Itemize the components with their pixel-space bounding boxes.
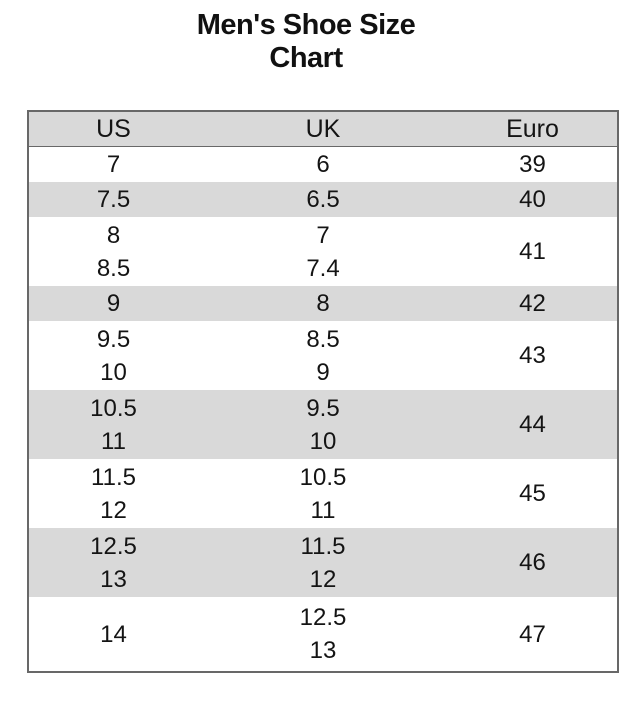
us-value: 11.5 [91,463,136,491]
uk-value: 13 [309,637,337,664]
page-title-line-2: Chart [269,42,343,74]
column-header-euro: Euro [448,111,618,147]
us-value: 10 [100,358,127,386]
euro-cell: 46 [448,528,618,597]
table-row-euro-40: 7.5 6.5 40 [28,182,618,217]
us-value: 7.5 [96,186,131,213]
uk-cell: 12.5 13 [198,597,448,672]
uk-cell: 10.5 11 [198,459,448,528]
table-row-euro-47: 14 12.5 13 47 [28,597,618,672]
euro-cell: 41 [448,217,618,286]
euro-value: 46 [519,549,546,576]
uk-value: 11 [310,496,336,524]
us-value: 11 [101,427,126,455]
us-value: 8 [106,221,121,249]
header-row: US UK Euro [28,111,618,147]
euro-cell: 40 [448,182,618,217]
euro-cell: 39 [448,146,618,182]
euro-value: 45 [519,480,546,507]
uk-cell: 9.5 10 [198,390,448,459]
us-cell: 14 [28,597,198,672]
uk-value: 10.5 [299,463,347,491]
us-value: 13 [100,565,127,593]
page-title-line-1: Men's Shoe Size [196,9,416,41]
uk-value: 11.5 [300,532,346,560]
uk-cell: 6 [198,146,448,182]
euro-cell: 44 [448,390,618,459]
uk-cell: 11.5 12 [198,528,448,597]
us-cell: 9.5 10 [28,321,198,390]
table-row-euro-39: 7 6 39 [28,146,618,182]
uk-value: 9.5 [306,394,340,422]
uk-cell: 8 [198,286,448,321]
us-cell: 11.5 12 [28,459,198,528]
us-cell: 7.5 [28,182,198,217]
us-value: 14 [100,620,127,648]
us-value: 9.5 [96,325,131,353]
page-title: Men's Shoe Size Chart [0,9,612,75]
euro-value: 39 [519,151,546,178]
uk-cell: 7 7.4 [198,217,448,286]
uk-value: 8.5 [306,325,340,353]
uk-value: 6 [316,151,330,178]
us-cell: 10.5 11 [28,390,198,459]
euro-cell: 42 [448,286,618,321]
euro-value: 40 [519,186,546,213]
us-value: 12 [100,496,127,524]
uk-value: 10 [309,427,337,455]
us-cell: 7 [28,146,198,182]
us-value: 9 [106,290,121,317]
euro-value: 47 [519,620,546,648]
euro-value: 42 [519,290,546,317]
uk-value: 8 [316,290,330,317]
euro-value: 41 [519,238,546,265]
uk-value: 9 [316,358,330,386]
uk-value: 12.5 [299,604,347,631]
uk-cell: 6.5 [198,182,448,217]
table-row-euro-43: 9.5 10 8.5 9 43 [28,321,618,390]
table-row-euro-45: 11.5 12 10.5 11 45 [28,459,618,528]
euro-value: 44 [519,411,546,438]
uk-value: 7.4 [306,254,340,282]
uk-value: 12 [309,565,337,593]
euro-cell: 43 [448,321,618,390]
euro-cell: 47 [448,597,618,672]
uk-value: 7 [316,221,330,249]
us-value: 8.5 [96,254,131,282]
us-cell: 12.5 13 [28,528,198,597]
uk-cell: 8.5 9 [198,321,448,390]
euro-value: 43 [519,342,546,369]
us-cell: 8 8.5 [28,217,198,286]
table-row-euro-42: 9 8 42 [28,286,618,321]
uk-value: 6.5 [306,186,340,213]
column-header-uk: UK [198,111,448,147]
table-row-euro-46: 12.5 13 11.5 12 46 [28,528,618,597]
shoe-size-table: US UK Euro 7 6 39 7.5 6.5 40 8 8.5 [27,110,619,673]
us-value: 10.5 [90,394,137,422]
table-row-euro-44: 10.5 11 9.5 10 44 [28,390,618,459]
table-row-euro-41: 8 8.5 7 7.4 41 [28,217,618,286]
column-header-us: US [28,111,198,147]
euro-cell: 45 [448,459,618,528]
us-value: 7 [106,151,121,178]
us-cell: 9 [28,286,198,321]
us-value: 12.5 [90,532,137,560]
